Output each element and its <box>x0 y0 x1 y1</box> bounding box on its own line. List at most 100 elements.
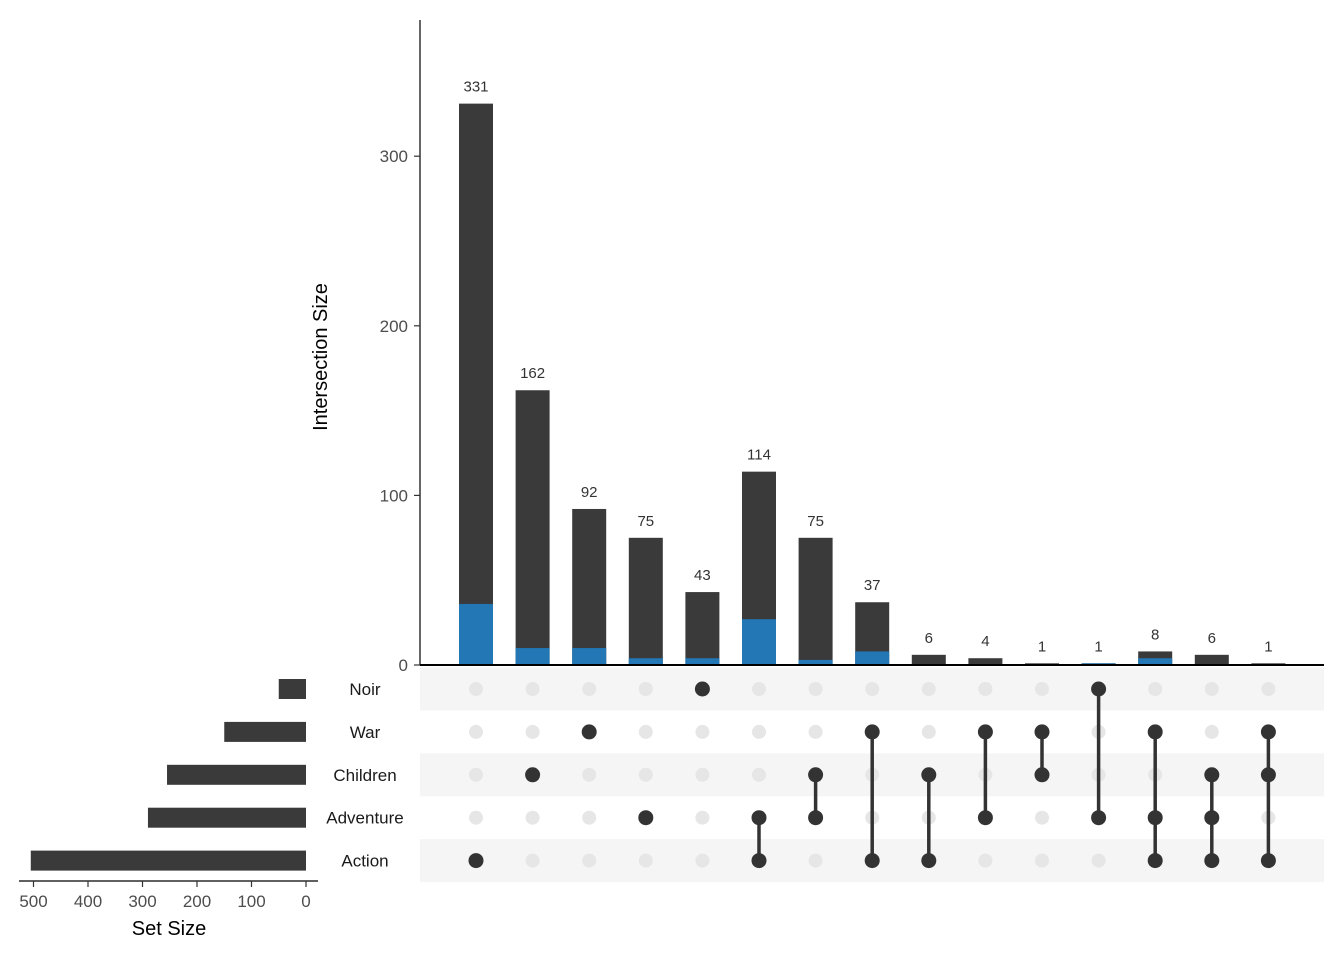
matrix-dot-inactive <box>469 682 483 696</box>
y-tick-label: 200 <box>380 317 408 336</box>
matrix-dot-active <box>1204 853 1220 869</box>
matrix-dot-active <box>1260 724 1276 740</box>
intersection-bar <box>968 658 1003 665</box>
intersection-bar-highlight <box>1138 658 1173 665</box>
matrix-dot-inactive <box>752 682 766 696</box>
intersection-bar-highlight <box>798 659 833 665</box>
matrix-dot-inactive <box>1261 682 1276 696</box>
matrix-dot-active <box>638 810 654 826</box>
intersection-bar-labels: 331 162 92 75 43 114 75 37 6 4 1 1 8 6 1 <box>463 79 1272 656</box>
set-size-tick-label: 200 <box>183 892 211 911</box>
matrix-dot-active <box>1091 681 1107 697</box>
matrix-dot-inactive <box>525 724 540 739</box>
matrix-dot-inactive <box>978 682 993 696</box>
intersection-bar-highlight <box>628 658 663 665</box>
matrix-dot-inactive <box>695 724 710 739</box>
intersection-bar-highlight <box>685 658 720 665</box>
set-label-war: War <box>350 723 381 742</box>
set-label-adventure: Adventure <box>326 809 404 828</box>
bar-value-label: 1 <box>1264 638 1272 655</box>
matrix-dot-inactive <box>638 853 653 868</box>
matrix-dot-inactive <box>582 682 597 696</box>
bar-value-label: 8 <box>1151 626 1159 643</box>
matrix-dot-inactive <box>752 767 766 782</box>
set-size-bar-action <box>30 850 307 871</box>
axes: 0 100 200 300 500 400 300 200 100 0 <box>19 20 1324 911</box>
matrix-dot-active <box>1034 724 1050 740</box>
matrix-dot-active <box>1034 767 1050 783</box>
set-size-tick-label: 400 <box>74 892 102 911</box>
matrix-dot-active <box>1091 810 1107 826</box>
matrix-dot-inactive <box>1035 682 1049 696</box>
matrix-dot-inactive <box>582 810 597 825</box>
bar-value-label: 43 <box>694 567 711 584</box>
matrix-dot-active <box>864 853 880 869</box>
set-size-bar-noir <box>278 679 306 699</box>
matrix-dot-inactive <box>752 724 766 739</box>
intersection-bar <box>572 508 607 665</box>
matrix-dot-active <box>921 853 937 869</box>
matrix-dot-inactive <box>808 853 823 868</box>
bar-value-label: 37 <box>864 577 881 594</box>
matrix-dot-active <box>1147 724 1163 740</box>
matrix-dot-inactive <box>469 767 483 782</box>
matrix-dot-active <box>468 853 484 869</box>
bar-value-label: 114 <box>747 447 771 464</box>
matrix-dot-inactive <box>469 810 483 825</box>
matrix-dot-inactive <box>525 853 540 868</box>
bar-value-label: 6 <box>925 630 933 647</box>
matrix-dot-inactive <box>695 810 710 825</box>
set-size-tick-label: 500 <box>19 892 47 911</box>
matrix-dot-inactive <box>638 724 653 739</box>
matrix-dot-active <box>977 724 993 740</box>
set-size-axis-title: Set Size <box>132 918 206 940</box>
matrix-dot-active <box>694 681 710 697</box>
bar-value-label: 1 <box>1038 638 1046 655</box>
intersection-bar <box>798 537 833 665</box>
matrix-dot-active <box>525 767 541 783</box>
matrix-dot-inactive <box>1035 810 1049 825</box>
matrix-dot-active <box>1260 853 1276 869</box>
matrix-dot-active <box>921 767 937 783</box>
bar-value-label: 331 <box>463 79 488 96</box>
intersection-bar-highlight <box>459 603 493 665</box>
set-size-bars <box>30 679 307 871</box>
matrix-dot-inactive <box>695 767 710 782</box>
matrix-dot-inactive <box>638 767 653 782</box>
matrix-dot-active <box>808 767 824 783</box>
set-size-bar-adventure <box>147 807 306 828</box>
intersection-bar <box>515 390 550 665</box>
intersection-bar-highlight <box>742 619 776 665</box>
intersection-bar <box>1194 654 1229 665</box>
matrix-dot-active <box>1147 810 1163 826</box>
set-size-bar-war <box>224 721 306 742</box>
matrix-dot-active <box>1147 853 1163 869</box>
matrix-dot-active <box>1204 810 1220 826</box>
bar-value-label: 75 <box>807 513 824 530</box>
intersection-bars <box>459 103 1286 665</box>
matrix-dot-inactive <box>695 853 710 868</box>
set-label-action: Action <box>341 852 388 871</box>
matrix-dot-inactive <box>865 682 880 696</box>
matrix-dot-inactive <box>1148 682 1163 696</box>
intersection-bar-highlight <box>855 651 890 665</box>
bar-value-label: 1 <box>1094 638 1102 655</box>
set-size-tick-label: 300 <box>128 892 156 911</box>
matrix-dot-inactive <box>582 767 597 782</box>
bar-value-label: 162 <box>520 365 545 382</box>
matrix-dot-inactive <box>1204 682 1219 696</box>
y-axis-title: Intersection Size <box>310 283 332 431</box>
set-size-bar-children <box>167 764 306 785</box>
bar-value-label: 92 <box>581 484 598 501</box>
matrix-dot-inactive <box>525 810 540 825</box>
matrix-dot-active <box>864 724 880 740</box>
y-tick-label: 0 <box>399 656 408 675</box>
set-labels: Noir War Children Adventure Action <box>326 680 404 871</box>
matrix-dot-inactive <box>1035 853 1049 868</box>
matrix-dot-active <box>977 810 993 826</box>
matrix-dot-inactive <box>1204 724 1219 739</box>
set-label-children: Children <box>333 766 396 785</box>
matrix-dot-inactive <box>978 853 993 868</box>
matrix-dot-inactive <box>1091 853 1106 868</box>
